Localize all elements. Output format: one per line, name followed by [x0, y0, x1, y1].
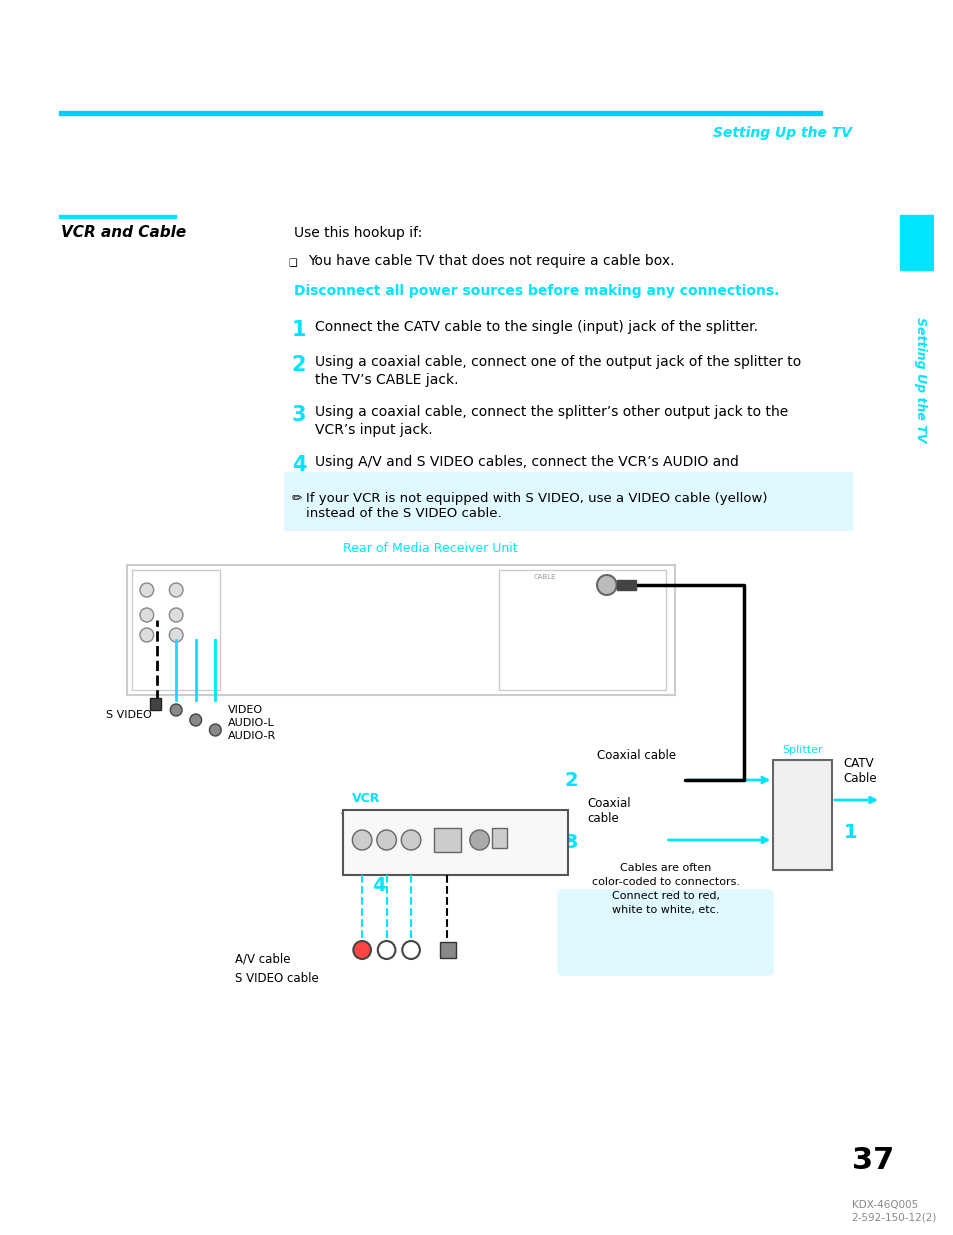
Text: 2: 2: [564, 771, 578, 790]
Text: CATV
Cable: CATV Cable: [842, 757, 877, 785]
Text: 4: 4: [372, 876, 385, 895]
Text: Coaxial cable: Coaxial cable: [597, 748, 676, 762]
Bar: [342, 810, 567, 876]
Circle shape: [169, 629, 183, 642]
Text: AUDIO L: AUDIO L: [366, 810, 393, 815]
Circle shape: [169, 608, 183, 622]
Bar: [900, 215, 933, 270]
Bar: [284, 472, 851, 530]
Bar: [492, 827, 506, 848]
Circle shape: [402, 941, 419, 960]
Text: Disconnect all power sources before making any connections.: Disconnect all power sources before maki…: [294, 284, 779, 298]
Bar: [127, 564, 675, 695]
Circle shape: [377, 941, 395, 960]
Text: ❑: ❑: [289, 258, 297, 268]
Circle shape: [597, 576, 616, 595]
Circle shape: [401, 830, 420, 850]
Text: Coaxial
cable: Coaxial cable: [587, 797, 630, 825]
Bar: [59, 215, 176, 219]
Text: KDX-46Q005: KDX-46Q005: [851, 1200, 917, 1210]
Bar: [616, 580, 636, 590]
Text: 2: 2: [292, 354, 306, 375]
Circle shape: [190, 714, 201, 726]
Text: the TV’s CABLE jack.: the TV’s CABLE jack.: [314, 373, 458, 387]
Text: Use this hookup if:: Use this hookup if:: [294, 226, 421, 240]
Text: Rear of Media Receiver Unit: Rear of Media Receiver Unit: [342, 542, 517, 555]
Text: You have cable TV that does not require a cable box.: You have cable TV that does not require …: [308, 254, 674, 268]
Circle shape: [140, 583, 153, 597]
Text: Setting Up the TV: Setting Up the TV: [712, 126, 851, 140]
Text: Cables are often
color-coded to connectors.
Connect red to red,
white to white, : Cables are often color-coded to connecto…: [591, 863, 739, 915]
Bar: [440, 942, 456, 958]
Text: Splitter: Splitter: [781, 745, 822, 755]
Bar: [150, 698, 161, 710]
Circle shape: [469, 830, 489, 850]
Text: 1: 1: [842, 823, 857, 842]
Text: A/V cable: A/V cable: [234, 952, 290, 965]
Bar: [498, 571, 665, 690]
Circle shape: [210, 724, 221, 736]
Text: S VIDEO OUT jacks to the TV’s AUDIO and S VIDEO IN jacks.: S VIDEO OUT jacks to the TV’s AUDIO and …: [314, 473, 729, 487]
Circle shape: [140, 608, 153, 622]
Circle shape: [353, 941, 371, 960]
Text: VIDEO: VIDEO: [228, 705, 263, 715]
Text: AUDIO-L: AUDIO-L: [228, 718, 274, 727]
Bar: [132, 571, 220, 690]
Text: VCR’s input jack.: VCR’s input jack.: [314, 424, 433, 437]
Bar: [772, 760, 831, 869]
Bar: [59, 111, 821, 115]
Text: VCR: VCR: [352, 792, 380, 805]
Text: 3: 3: [564, 832, 578, 852]
Text: S VIDEO cable: S VIDEO cable: [234, 972, 318, 986]
Text: LINE: LINE: [355, 860, 369, 864]
Circle shape: [376, 830, 396, 850]
Text: 1: 1: [292, 320, 306, 340]
Text: S VIDEO: S VIDEO: [106, 710, 152, 720]
Text: 37: 37: [851, 1146, 893, 1174]
Bar: [433, 827, 460, 852]
Text: 4: 4: [292, 454, 306, 475]
Text: OUT: OUT: [355, 867, 369, 872]
Text: IN: IN: [496, 810, 502, 815]
Text: AUDIO R: AUDIO R: [340, 810, 367, 815]
Text: CABLE: CABLE: [533, 574, 556, 580]
Text: instead of the S VIDEO cable.: instead of the S VIDEO cable.: [306, 508, 501, 520]
Text: VCR and Cable: VCR and Cable: [61, 225, 186, 240]
Text: OUT: OUT: [457, 810, 471, 815]
Circle shape: [140, 629, 153, 642]
Circle shape: [169, 583, 183, 597]
Text: AUDIO-R: AUDIO-R: [228, 731, 276, 741]
Text: VIDEO: VIDEO: [395, 810, 416, 815]
Text: Setting Up the TV: Setting Up the TV: [913, 317, 925, 442]
Circle shape: [352, 830, 372, 850]
Text: 3: 3: [292, 405, 306, 425]
FancyBboxPatch shape: [558, 890, 772, 974]
Text: Using a coaxial cable, connect one of the output jack of the splitter to: Using a coaxial cable, connect one of th…: [314, 354, 801, 369]
Text: 2-592-150-12(2): 2-592-150-12(2): [851, 1212, 936, 1221]
Text: Using a coaxial cable, connect the splitter’s other output jack to the: Using a coaxial cable, connect the split…: [314, 405, 787, 419]
Text: ✏: ✏: [292, 492, 302, 505]
Text: Using A/V and S VIDEO cables, connect the VCR’s AUDIO and: Using A/V and S VIDEO cables, connect th…: [314, 454, 739, 469]
Text: S VIDEO: S VIDEO: [422, 810, 448, 815]
Circle shape: [171, 704, 182, 716]
Text: If your VCR is not equipped with S VIDEO, use a VIDEO cable (yellow): If your VCR is not equipped with S VIDEO…: [306, 492, 767, 505]
Text: Connect the CATV cable to the single (input) jack of the splitter.: Connect the CATV cable to the single (in…: [314, 320, 758, 333]
